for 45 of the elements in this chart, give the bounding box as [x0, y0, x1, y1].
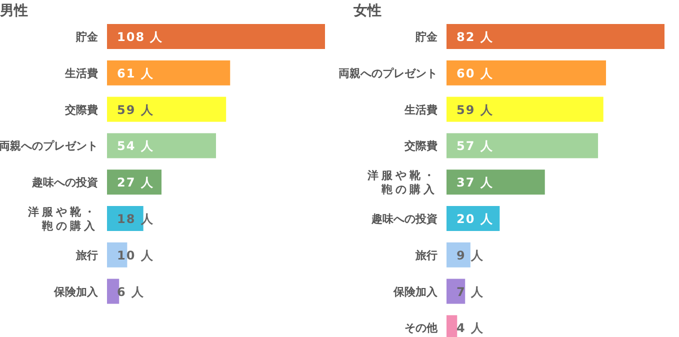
bar — [107, 278, 120, 304]
data-label: 20 人 — [456, 212, 494, 226]
data-label: 59 人 — [456, 102, 494, 117]
y-tick-label: 旅行 — [75, 248, 98, 262]
data-label: 54 人 — [117, 139, 154, 154]
bar — [107, 60, 230, 86]
y-tick-label: 生活費 — [404, 103, 438, 116]
y-tick-label: 交際費 — [64, 103, 98, 116]
y-tick-label: 貯金 — [414, 30, 438, 44]
bar — [107, 24, 325, 49]
y-tick-label: 貯金 — [75, 30, 99, 44]
y-tick-label: 保険加入 — [53, 285, 99, 298]
bar — [446, 96, 604, 122]
chart-title: 女性 — [352, 3, 382, 19]
data-label: 108 人 — [117, 30, 164, 44]
y-tick-label: 趣味への投資 — [31, 176, 98, 190]
bar — [446, 133, 598, 158]
y-tick-label: 保険加入 — [392, 285, 438, 298]
bar — [107, 170, 162, 195]
y-tick-label: 洋服や靴・鞄の購入 — [366, 169, 438, 196]
data-label: 57 人 — [456, 139, 494, 154]
data-label: 4 人 — [456, 321, 484, 336]
y-tick-label: 趣味への投資 — [370, 212, 438, 226]
data-label: 59 人 — [117, 102, 154, 117]
data-label: 61 人 — [117, 66, 154, 80]
data-label: 82 人 — [456, 30, 494, 44]
y-tick-label: その他 — [404, 322, 438, 335]
data-label: 37 人 — [456, 176, 494, 190]
y-tick-label: 交際費 — [404, 140, 438, 153]
bar — [107, 96, 226, 122]
bar — [446, 24, 664, 49]
bar — [107, 133, 216, 158]
bar — [446, 170, 545, 195]
y-tick-label: 旅行 — [414, 248, 438, 262]
y-tick-label: 生活費 — [64, 66, 98, 80]
data-label: 60 人 — [456, 66, 494, 80]
y-tick-label: 洋服や靴・鞄の購入 — [27, 206, 98, 232]
bar — [446, 60, 606, 86]
data-label: 27 人 — [117, 176, 154, 190]
bar — [446, 242, 470, 268]
bar — [446, 278, 466, 304]
y-tick-label: 両親へのプレゼント — [338, 66, 438, 80]
chart-title: 男性 — [0, 3, 28, 19]
data-label: 7 人 — [456, 284, 484, 299]
data-label: 9 人 — [456, 248, 484, 262]
